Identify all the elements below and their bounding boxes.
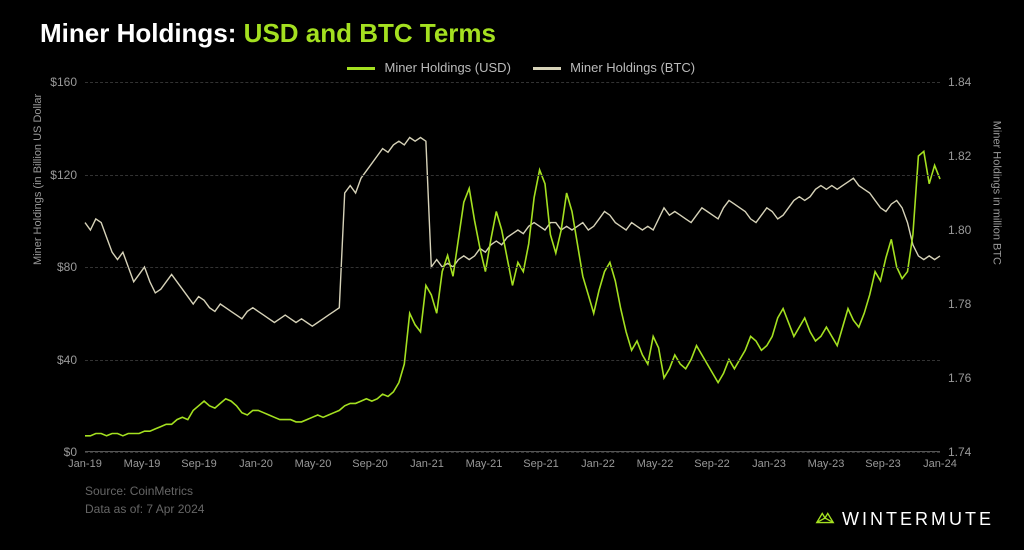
x-tick: Jan-20 <box>239 452 273 470</box>
series-btc <box>85 138 940 327</box>
x-tick: Sep-23 <box>865 452 900 470</box>
x-tick: Sep-19 <box>181 452 216 470</box>
y-right-tick: 1.82 <box>940 149 971 163</box>
gridline <box>85 267 940 268</box>
x-tick: Jan-21 <box>410 452 444 470</box>
x-tick: May-23 <box>808 452 845 470</box>
brand-text: WINTERMUTE <box>842 509 994 529</box>
legend: Miner Holdings (USD) Miner Holdings (BTC… <box>0 60 1024 75</box>
chart-frame: Miner Holdings: USD and BTC Terms Miner … <box>0 0 1024 550</box>
gridline <box>85 175 940 176</box>
brand-icon <box>814 507 836 529</box>
legend-label-btc: Miner Holdings (BTC) <box>570 60 695 75</box>
source-line-2: Data as of: 7 Apr 2024 <box>85 500 204 518</box>
x-tick: Sep-21 <box>523 452 558 470</box>
chart-title: Miner Holdings: USD and BTC Terms <box>40 18 496 49</box>
legend-swatch-usd <box>347 67 375 70</box>
y-left-tick: $40 <box>57 353 85 367</box>
y-right-tick: 1.84 <box>940 75 971 89</box>
source-line-1: Source: CoinMetrics <box>85 482 204 500</box>
y-right-tick: 1.76 <box>940 371 971 385</box>
x-tick: Jan-19 <box>68 452 102 470</box>
y-left-tick: $120 <box>50 168 85 182</box>
x-tick: Sep-20 <box>352 452 387 470</box>
x-tick: Jan-23 <box>752 452 786 470</box>
y-axis-right-label: Miner Holdings in million BTC <box>990 121 1002 265</box>
x-tick: Sep-22 <box>694 452 729 470</box>
legend-swatch-btc <box>533 67 561 70</box>
x-tick: May-19 <box>124 452 161 470</box>
legend-label-usd: Miner Holdings (USD) <box>384 60 510 75</box>
gridline <box>85 82 940 83</box>
y-right-tick: 1.78 <box>940 297 971 311</box>
title-part-b: USD and BTC Terms <box>244 18 496 48</box>
title-part-a: Miner Holdings: <box>40 18 244 48</box>
plot-area: $0$40$80$120$1601.741.761.781.801.821.84… <box>85 82 940 452</box>
x-tick: May-20 <box>295 452 332 470</box>
x-tick: May-22 <box>637 452 674 470</box>
x-tick: Jan-22 <box>581 452 615 470</box>
brand-logo: WINTERMUTE <box>814 507 994 530</box>
y-left-tick: $160 <box>50 75 85 89</box>
x-axis-line <box>85 451 940 452</box>
x-tick: Jan-24 <box>923 452 957 470</box>
gridline <box>85 360 940 361</box>
y-left-tick: $80 <box>57 260 85 274</box>
source-note: Source: CoinMetrics Data as of: 7 Apr 20… <box>85 482 204 518</box>
y-axis-left-label: Miner Holdings (in Billion US Dollar <box>32 94 44 265</box>
y-right-tick: 1.80 <box>940 223 971 237</box>
x-tick: May-21 <box>466 452 503 470</box>
